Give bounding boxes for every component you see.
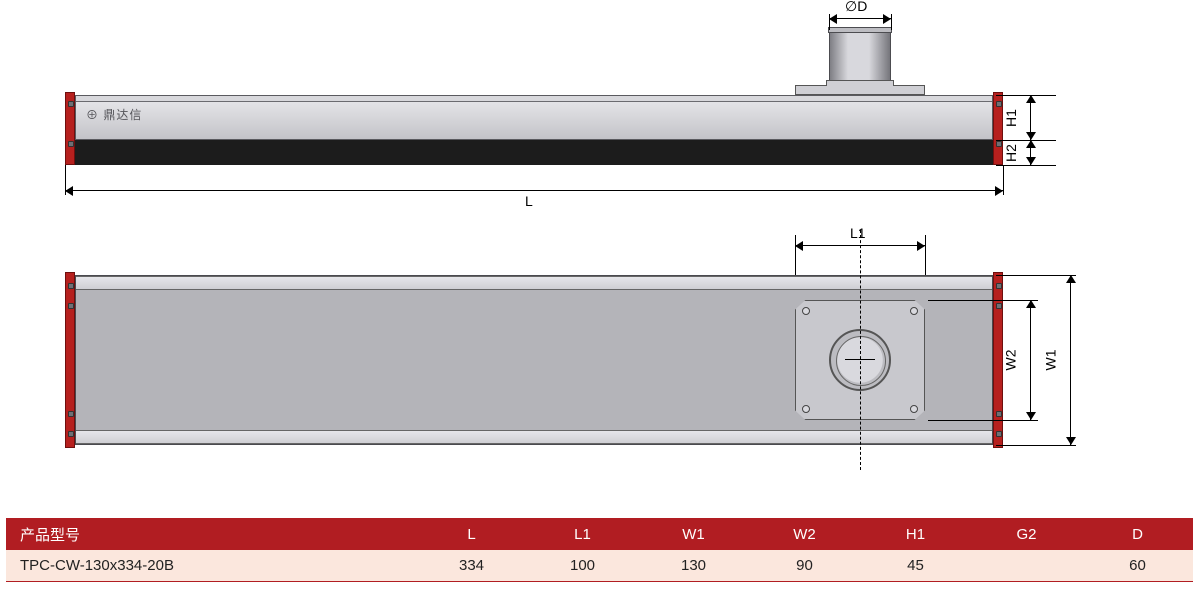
ext-line	[928, 300, 1038, 301]
ext-line	[925, 235, 926, 275]
centerline	[860, 230, 861, 470]
dim-label-D: ∅D	[845, 0, 867, 15]
cell-L: 334	[416, 557, 527, 574]
ext-line	[1003, 165, 1004, 195]
col-H1: H1	[860, 526, 971, 543]
table-header-row: 产品型号 L L1 W1 W2 H1 G2 D	[6, 518, 1193, 550]
dim-label-H2: H2	[1003, 144, 1019, 162]
cell-H1: 45	[860, 557, 971, 574]
center-cross	[845, 359, 875, 360]
dim-L1	[795, 245, 925, 246]
ext-line	[996, 165, 1056, 166]
side-motor-flange	[795, 85, 925, 95]
side-endcap-right	[993, 92, 1003, 165]
col-L1: L1	[527, 526, 638, 543]
dim-D	[829, 18, 891, 19]
col-G2: G2	[971, 526, 1082, 543]
cell-W2: 90	[749, 557, 860, 574]
dim-W1	[1070, 275, 1071, 445]
ext-line	[996, 275, 1076, 276]
brand-label: ⊕ 鼎达信	[86, 106, 142, 123]
dim-label-W2: W2	[1003, 350, 1019, 371]
ext-line	[891, 14, 892, 30]
drawing-canvas: ⊕ 鼎达信 ∅D H1 H2 L	[0, 0, 1199, 604]
cell-L1: 100	[527, 557, 638, 574]
side-view-black-strip	[70, 140, 998, 165]
top-endcap-left	[65, 272, 75, 448]
table-row: TPC-CW-130x334-20B 334 100 130 90 45 60	[6, 550, 1193, 582]
cell-model: TPC-CW-130x334-20B	[6, 557, 416, 574]
spec-table: 产品型号 L L1 W1 W2 H1 G2 D TPC-CW-130x334-2…	[6, 518, 1193, 582]
side-endcap-left	[65, 92, 75, 165]
dim-W2	[1030, 300, 1031, 420]
cell-D: 60	[1082, 557, 1193, 574]
side-view-body: ⊕ 鼎达信	[75, 95, 993, 140]
dim-label-L: L	[525, 193, 533, 209]
dim-L	[65, 190, 1003, 191]
top-endcap-right	[993, 272, 1003, 448]
dim-label-H1: H1	[1003, 109, 1019, 127]
ext-line	[996, 445, 1076, 446]
dim-H2	[1030, 140, 1031, 165]
dim-label-L1: L1	[850, 225, 866, 241]
ext-line	[928, 420, 1038, 421]
col-W1: W1	[638, 526, 749, 543]
dim-H1	[1030, 95, 1031, 140]
col-model: 产品型号	[6, 524, 416, 545]
col-W2: W2	[749, 526, 860, 543]
side-motor-cylinder	[829, 30, 891, 82]
cell-W1: 130	[638, 557, 749, 574]
col-L: L	[416, 526, 527, 543]
dim-label-W1: W1	[1043, 350, 1059, 371]
col-D: D	[1082, 526, 1193, 543]
